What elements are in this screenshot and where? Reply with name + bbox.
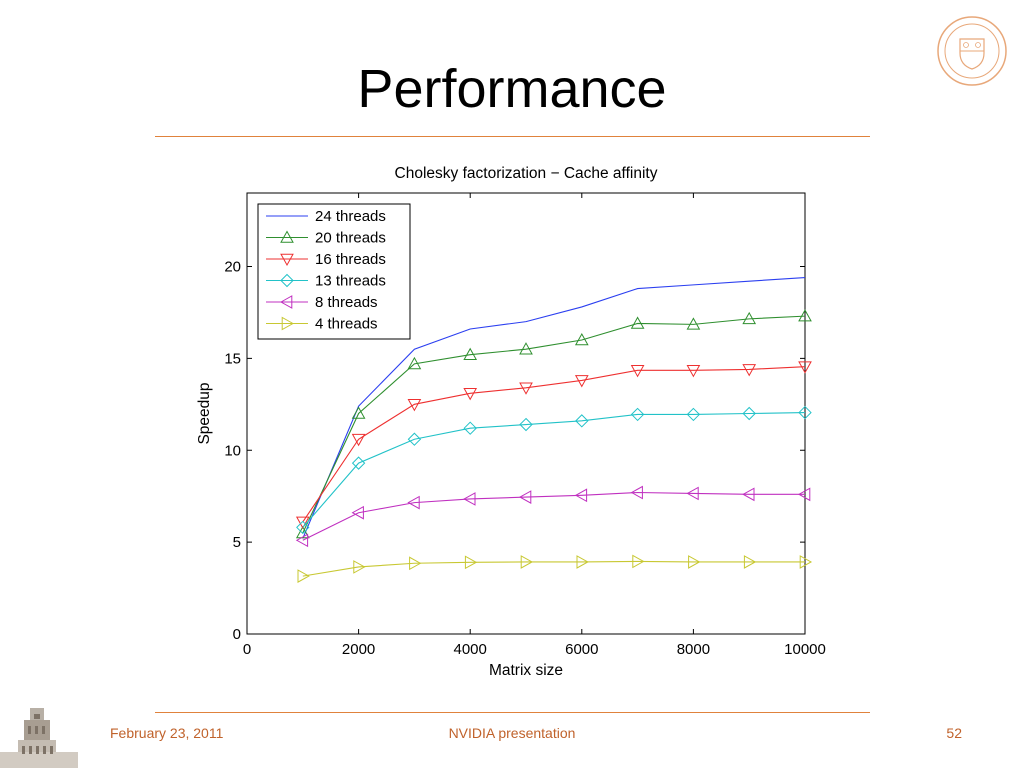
data-point-marker — [407, 432, 422, 446]
series-line-2 — [302, 366, 806, 523]
legend-swatch-marker — [280, 230, 294, 243]
data-point-marker — [630, 365, 645, 378]
data-point-marker — [574, 332, 589, 346]
y-tick-label: 0 — [233, 626, 241, 643]
data-point-marker — [407, 495, 420, 510]
legend-swatch-marker — [279, 295, 293, 309]
slide-title: Performance — [357, 59, 667, 119]
data-point-marker — [351, 406, 366, 419]
data-point-marker — [797, 487, 811, 502]
data-point-marker — [407, 356, 422, 370]
footer-page-number: 52 — [946, 725, 962, 741]
data-point-marker — [798, 309, 812, 322]
legend-swatch-marker — [280, 273, 294, 288]
data-point-marker — [799, 555, 813, 569]
tower-logo — [0, 708, 78, 768]
series-line-5 — [302, 560, 805, 577]
data-point-marker — [686, 486, 699, 501]
data-point-marker — [742, 311, 757, 325]
data-point-marker — [686, 365, 701, 378]
data-point-marker — [576, 555, 589, 569]
data-point-marker — [574, 488, 588, 503]
x-axis-label: Matrix size — [489, 662, 563, 679]
x-tick-label: 0 — [243, 641, 251, 658]
y-tick-label: 5 — [233, 534, 241, 551]
data-point-marker — [575, 414, 589, 428]
data-point-marker — [519, 342, 533, 355]
y-tick-label: 10 — [224, 442, 241, 459]
data-point-marker — [632, 554, 645, 569]
data-point-marker — [518, 490, 532, 504]
speedup-line-chart: Cholesky factorization − Cache affinity 0… — [196, 165, 826, 679]
legend-item-label: 13 threads — [315, 273, 386, 290]
data-point-marker — [742, 406, 756, 421]
data-point-marker — [295, 525, 310, 539]
footer-presentation-name: NVIDIA presentation — [448, 725, 576, 741]
footer-rule — [155, 712, 870, 713]
legend-swatch-marker — [280, 253, 294, 267]
data-point-marker — [743, 555, 757, 569]
data-point-marker — [351, 505, 364, 520]
data-point-marker — [351, 456, 366, 470]
chart-title: Cholesky factorization − Cache affinity — [395, 165, 658, 182]
data-point-marker — [630, 407, 645, 422]
data-point-marker — [407, 399, 422, 412]
data-point-marker — [353, 560, 366, 574]
data-point-marker — [630, 485, 643, 500]
data-point-marker — [574, 375, 589, 388]
data-point-marker — [463, 492, 476, 506]
x-tick-label: 2000 — [342, 641, 375, 658]
x-tick-label: 8000 — [677, 641, 710, 658]
data-point-marker — [798, 361, 812, 374]
data-point-marker — [464, 555, 478, 570]
x-tick-label: 4000 — [454, 641, 487, 658]
university-seal-logo — [937, 16, 1007, 86]
data-point-marker — [686, 317, 701, 330]
legend-item-label: 20 threads — [315, 230, 386, 247]
data-point-marker — [463, 387, 478, 401]
data-point-marker — [463, 421, 477, 435]
x-tick-label: 10000 — [784, 641, 826, 658]
legend-item-label: 16 threads — [315, 251, 386, 268]
series-line-0 — [302, 276, 806, 539]
data-point-marker — [798, 405, 812, 420]
legend-item-label: 4 threads — [315, 316, 378, 333]
data-point-marker — [686, 407, 701, 422]
legend-swatch-marker — [281, 316, 295, 331]
y-tick-label: 20 — [224, 259, 241, 276]
series-line-3 — [302, 412, 806, 528]
data-point-marker — [295, 516, 310, 529]
y-tick-label: 15 — [224, 350, 241, 367]
data-point-marker — [742, 364, 757, 377]
data-point-marker — [295, 533, 309, 548]
legend-item-label: 24 threads — [315, 208, 386, 225]
footer-date: February 23, 2011 — [110, 725, 224, 741]
series-line-4 — [302, 491, 805, 541]
data-point-marker — [519, 417, 533, 432]
legend-box — [257, 203, 411, 340]
series-line-1 — [302, 315, 806, 534]
data-point-marker — [351, 433, 366, 447]
data-point-marker — [409, 556, 422, 571]
data-point-marker — [296, 520, 310, 535]
y-axis-label: Speedup — [196, 382, 213, 444]
data-point-marker — [297, 569, 310, 583]
title-rule — [155, 136, 870, 137]
data-point-marker — [630, 316, 645, 329]
legend-item-label: 8 threads — [315, 294, 378, 311]
data-point-marker — [463, 347, 478, 360]
data-point-marker — [519, 382, 533, 395]
x-tick-label: 6000 — [565, 641, 598, 658]
data-point-marker — [742, 487, 755, 502]
data-point-marker — [520, 555, 534, 569]
data-point-marker — [688, 555, 701, 569]
